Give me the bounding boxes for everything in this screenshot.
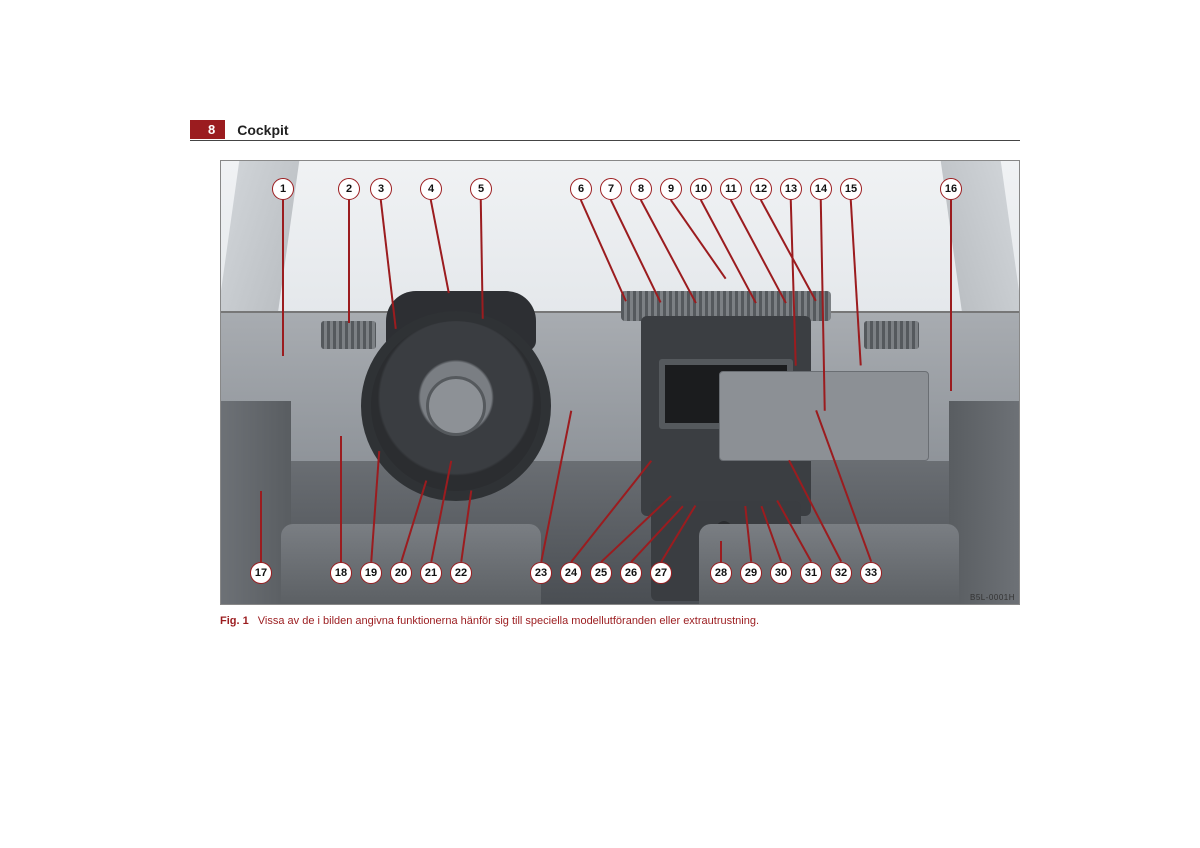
callout-14: 14 [810, 178, 832, 200]
page-header: 8 Cockpit [190, 120, 1020, 139]
callout-2: 2 [338, 178, 360, 200]
callout-15: 15 [840, 178, 862, 200]
callout-30: 30 [770, 562, 792, 584]
callout-6: 6 [570, 178, 592, 200]
figure-caption-label: Fig. 1 [220, 615, 249, 627]
callout-32: 32 [830, 562, 852, 584]
callout-28: 28 [710, 562, 732, 584]
illustration-seat-left [281, 524, 541, 604]
callout-27: 27 [650, 562, 672, 584]
callout-20: 20 [390, 562, 412, 584]
callout-31: 31 [800, 562, 822, 584]
callout-leader [340, 436, 342, 562]
callout-10: 10 [690, 178, 712, 200]
image-reference-code: B5L-0001H [970, 593, 1015, 602]
figure-container: B5L-0001H 123456789101112131415161718192… [220, 160, 1020, 627]
callout-3: 3 [370, 178, 392, 200]
figure-caption-text: Vissa av de i bilden angivna funktionern… [258, 615, 759, 627]
callout-9: 9 [660, 178, 682, 200]
callout-12: 12 [750, 178, 772, 200]
section-title: Cockpit [237, 122, 288, 138]
callout-19: 19 [360, 562, 382, 584]
callout-24: 24 [560, 562, 582, 584]
callout-8: 8 [630, 178, 652, 200]
illustration-steering-wheel [361, 311, 551, 501]
callout-leader [260, 491, 262, 562]
callout-23: 23 [530, 562, 552, 584]
illustration-vent-left [321, 321, 376, 349]
callout-25: 25 [590, 562, 612, 584]
cockpit-figure: B5L-0001H 123456789101112131415161718192… [220, 160, 1020, 605]
callout-17: 17 [250, 562, 272, 584]
callout-11: 11 [720, 178, 742, 200]
callout-18: 18 [330, 562, 352, 584]
callout-33: 33 [860, 562, 882, 584]
callout-5: 5 [470, 178, 492, 200]
callout-13: 13 [780, 178, 802, 200]
page-number: 8 [190, 120, 225, 139]
callout-26: 26 [620, 562, 642, 584]
callout-leader [348, 200, 350, 323]
callout-4: 4 [420, 178, 442, 200]
callout-leader [282, 200, 284, 356]
callout-leader [950, 200, 952, 391]
callout-1: 1 [272, 178, 294, 200]
illustration-vent-right [864, 321, 919, 349]
callout-21: 21 [420, 562, 442, 584]
callout-16: 16 [940, 178, 962, 200]
callout-leader [720, 541, 722, 562]
manual-page: 8 Cockpit B5L-0001H 12345678910 [0, 0, 1200, 848]
callout-7: 7 [600, 178, 622, 200]
callout-22: 22 [450, 562, 472, 584]
figure-caption: Fig. 1 Vissa av de i bilden angivna funk… [220, 615, 1020, 627]
header-rule [190, 140, 1020, 141]
callout-29: 29 [740, 562, 762, 584]
illustration-door-right [949, 401, 1019, 605]
